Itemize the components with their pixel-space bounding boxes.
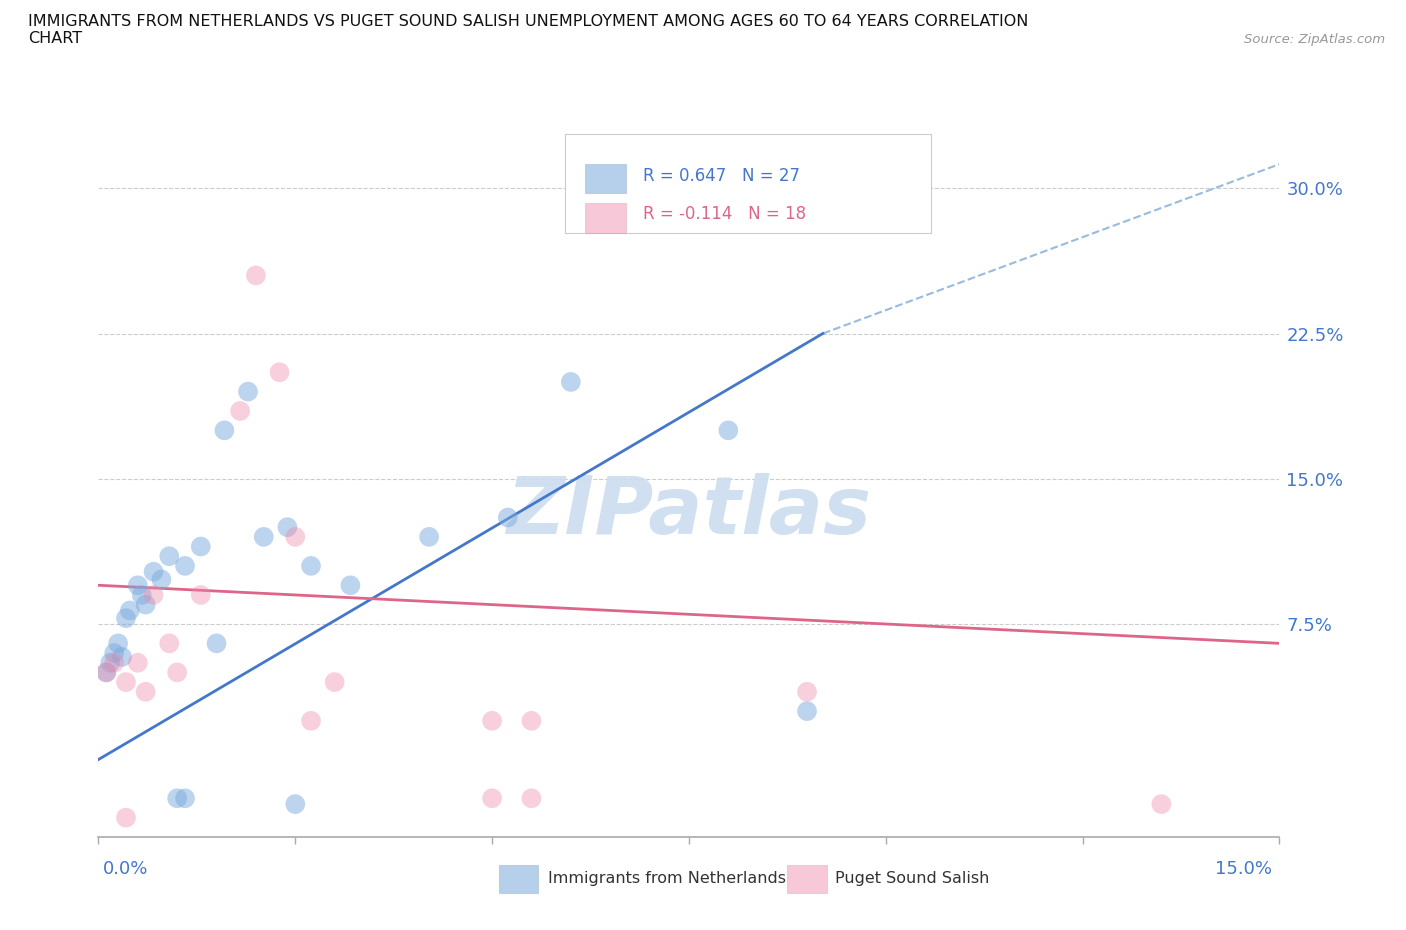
Point — [205, 636, 228, 651]
Text: ZIPatlas: ZIPatlas — [506, 472, 872, 551]
Point — [245, 268, 267, 283]
Text: 0.0%: 0.0% — [103, 860, 148, 878]
Point — [96, 665, 118, 680]
Point — [142, 588, 165, 603]
Text: Source: ZipAtlas.com: Source: ZipAtlas.com — [1244, 33, 1385, 46]
Point — [174, 790, 197, 805]
Point — [127, 578, 149, 592]
Point — [284, 529, 307, 544]
Text: R = -0.114   N = 18: R = -0.114 N = 18 — [643, 206, 806, 223]
Point — [276, 520, 298, 535]
Point — [118, 603, 141, 618]
Point — [107, 636, 129, 651]
Point — [166, 790, 188, 805]
Point — [111, 649, 134, 664]
Point — [127, 656, 149, 671]
Point — [115, 611, 138, 626]
Point — [339, 578, 361, 592]
Point — [115, 810, 138, 825]
Point — [190, 539, 212, 554]
Point — [157, 549, 180, 564]
Point — [96, 665, 118, 680]
Point — [236, 384, 259, 399]
Point — [253, 529, 276, 544]
Point — [481, 713, 503, 728]
FancyBboxPatch shape — [585, 164, 626, 193]
Point — [560, 375, 582, 390]
Point — [166, 665, 188, 680]
Point — [157, 636, 180, 651]
Text: IMMIGRANTS FROM NETHERLANDS VS PUGET SOUND SALISH UNEMPLOYMENT AMONG AGES 60 TO : IMMIGRANTS FROM NETHERLANDS VS PUGET SOU… — [28, 14, 1029, 46]
Text: Immigrants from Netherlands: Immigrants from Netherlands — [548, 871, 786, 886]
Point — [299, 713, 322, 728]
Point — [796, 704, 818, 719]
Text: R = 0.647   N = 27: R = 0.647 N = 27 — [643, 166, 800, 185]
FancyBboxPatch shape — [585, 204, 626, 233]
Point — [299, 558, 322, 573]
Point — [103, 645, 125, 660]
Text: Puget Sound Salish: Puget Sound Salish — [835, 871, 990, 886]
Point — [717, 423, 740, 438]
Point — [150, 572, 173, 587]
Point — [496, 510, 519, 525]
Point — [229, 404, 252, 418]
Point — [418, 529, 440, 544]
Point — [520, 790, 543, 805]
Point — [214, 423, 236, 438]
Point — [520, 713, 543, 728]
Text: 15.0%: 15.0% — [1215, 860, 1272, 878]
Point — [103, 656, 125, 671]
Point — [135, 597, 157, 612]
Point — [174, 558, 197, 573]
Point — [135, 684, 157, 699]
Point — [1150, 797, 1173, 812]
Point — [284, 797, 307, 812]
Point — [190, 588, 212, 603]
Point — [269, 365, 291, 379]
Point — [115, 674, 138, 689]
Point — [323, 674, 346, 689]
Point — [796, 684, 818, 699]
FancyBboxPatch shape — [565, 134, 931, 232]
Point — [98, 656, 121, 671]
Point — [142, 565, 165, 579]
Point — [131, 588, 153, 603]
Point — [481, 790, 503, 805]
